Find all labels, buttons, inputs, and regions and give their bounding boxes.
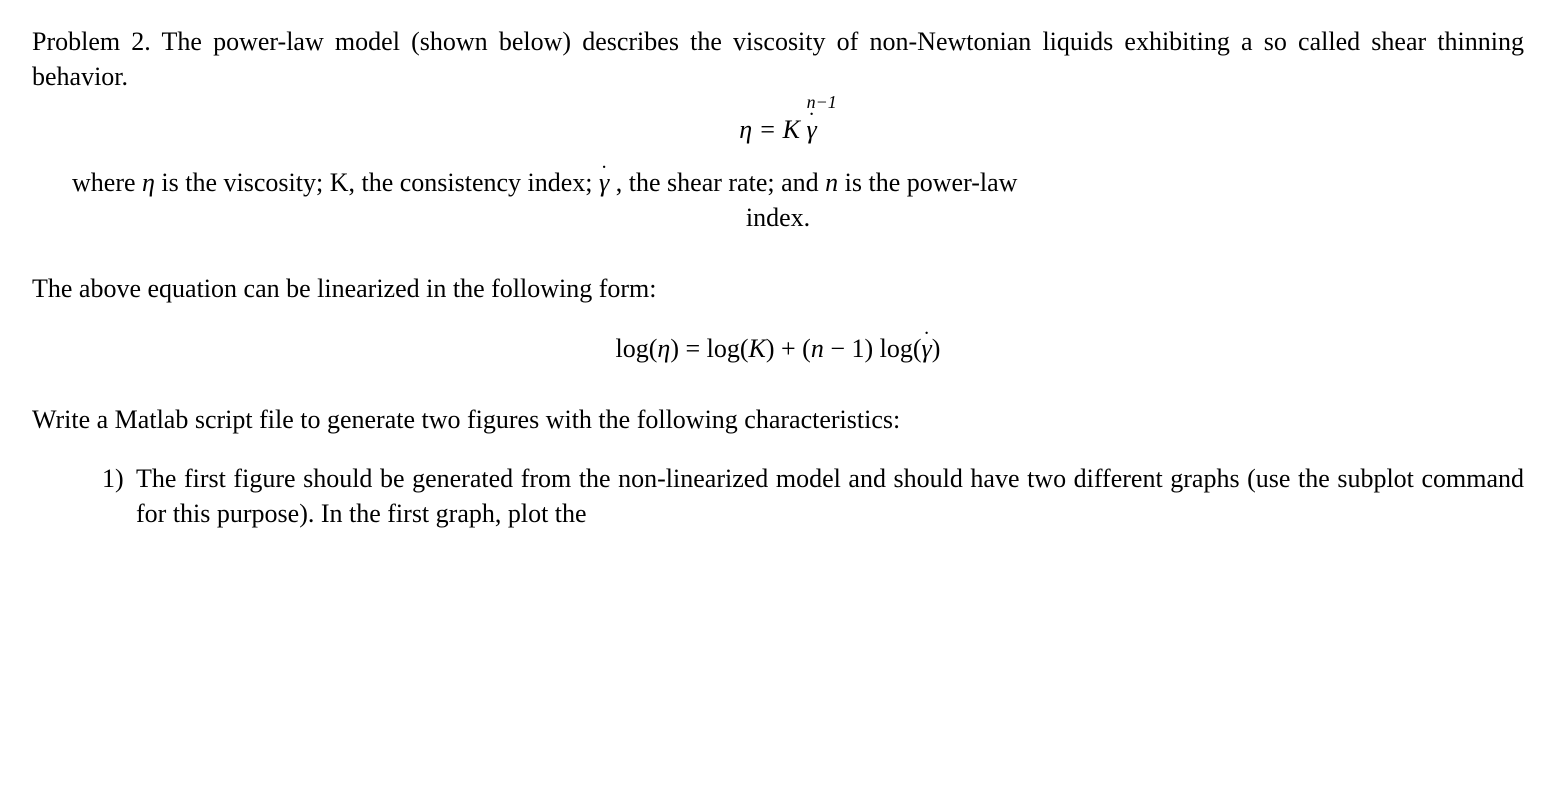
where-text-1: where bbox=[72, 168, 142, 197]
where-text-3: , the shear rate; and bbox=[609, 168, 825, 197]
problem-intro-paragraph: Problem 2. The power-law model (shown be… bbox=[32, 24, 1524, 94]
task-list-item-1: 1) The first figure should be generated … bbox=[102, 461, 1524, 531]
where-text-4: is the power-law bbox=[838, 168, 1017, 197]
eq1-gamma: γ bbox=[807, 112, 817, 147]
where-eta-symbol: η bbox=[142, 168, 155, 197]
task-intro-paragraph: Write a Matlab script file to generate t… bbox=[32, 402, 1524, 437]
where-text-2: is the viscosity; K, the consistency ind… bbox=[155, 168, 599, 197]
list-number-1: 1) bbox=[102, 461, 124, 496]
where-gamma-symbol: γ bbox=[599, 165, 609, 200]
list-text-1: The first figure should be generated fro… bbox=[136, 464, 1524, 528]
eq1-eta: η bbox=[739, 115, 752, 144]
eq1-equals: = bbox=[752, 115, 783, 144]
where-definition: where η is the viscosity; K, the consist… bbox=[32, 165, 1524, 235]
task-list: 1) The first figure should be generated … bbox=[32, 461, 1524, 531]
equation-1: η = K γ n−1 bbox=[32, 112, 1524, 147]
linearized-intro-paragraph: The above equation can be linearized in … bbox=[32, 271, 1524, 306]
where-n-symbol: n bbox=[825, 168, 838, 197]
equation-2: log(η) = log(K) + (n − 1) log(γ) bbox=[32, 331, 1524, 366]
eq1-K: K bbox=[783, 115, 807, 144]
eq1-exponent: n−1 bbox=[807, 90, 837, 114]
where-text-line2: index. bbox=[32, 200, 1524, 235]
